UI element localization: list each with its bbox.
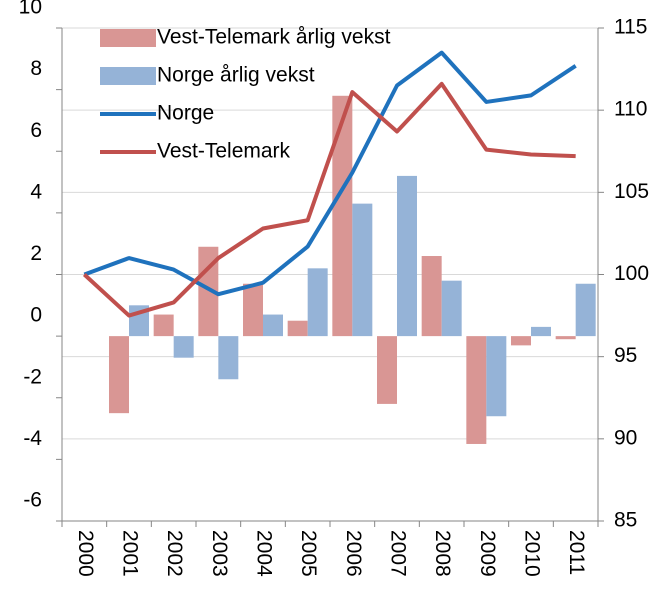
y2-tick-label: 110 — [614, 98, 647, 121]
x-tick-label: 2008 — [431, 530, 454, 577]
bar — [486, 336, 507, 417]
bar — [555, 336, 576, 340]
bar — [332, 95, 353, 337]
bar — [218, 336, 239, 380]
bar — [441, 280, 462, 337]
y-tick-label: 0 — [30, 304, 42, 327]
bar — [511, 336, 531, 346]
y-tick-label: -6 — [23, 489, 42, 512]
bar — [109, 336, 129, 414]
bar — [243, 283, 263, 337]
bar — [466, 336, 487, 444]
bar — [377, 336, 397, 404]
y-tick-label: -2 — [23, 365, 42, 388]
bar — [531, 326, 551, 337]
x-tick-label: 2005 — [297, 530, 320, 577]
x-tick-label: 2003 — [208, 530, 231, 577]
y-tick-label: 6 — [30, 119, 42, 142]
x-tick-label: 2002 — [163, 530, 186, 577]
y-tick-label: 4 — [30, 180, 42, 203]
x-tick-label: 2006 — [342, 530, 365, 577]
y2-tick-label: 105 — [614, 180, 649, 203]
y-tick-label: 8 — [30, 57, 42, 80]
legend-swatch — [100, 67, 156, 85]
legend-label: Norge — [157, 102, 214, 125]
x-tick-label: 2007 — [386, 530, 409, 577]
bar — [352, 203, 373, 337]
x-tick-label: 2010 — [520, 530, 543, 577]
bar — [421, 256, 442, 337]
legend-label: Norge årlig vekst — [157, 64, 315, 87]
x-tick-label: 2011 — [565, 530, 588, 575]
bar — [263, 314, 283, 337]
line — [82, 81, 576, 318]
y-tick-label: -4 — [23, 427, 42, 450]
legend-label: Vest-Telemark — [157, 140, 291, 163]
y-tick-label: 2 — [30, 242, 42, 265]
bar — [575, 283, 596, 337]
y2-tick-label: 100 — [614, 262, 649, 285]
x-tick-label: 2000 — [74, 530, 97, 577]
x-tick-label: 2009 — [476, 530, 499, 577]
bar — [397, 175, 417, 337]
legend-swatch — [100, 29, 156, 47]
y2-tick-label: 95 — [614, 344, 637, 367]
y-tick-label: 10 — [19, 0, 42, 19]
y2-tick-label: 85 — [614, 509, 637, 532]
bar — [153, 314, 174, 337]
bar — [173, 336, 194, 358]
y2-tick-label: 115 — [614, 16, 647, 39]
bar — [198, 246, 219, 337]
bar — [287, 320, 308, 337]
y2-tick-label: 90 — [614, 426, 637, 449]
bar — [307, 268, 328, 337]
legend-label: Vest-Telemark årlig vekst — [157, 26, 391, 49]
x-tick-label: 2001 — [118, 530, 141, 577]
x-tick-label: 2004 — [252, 530, 275, 577]
line — [83, 50, 577, 297]
